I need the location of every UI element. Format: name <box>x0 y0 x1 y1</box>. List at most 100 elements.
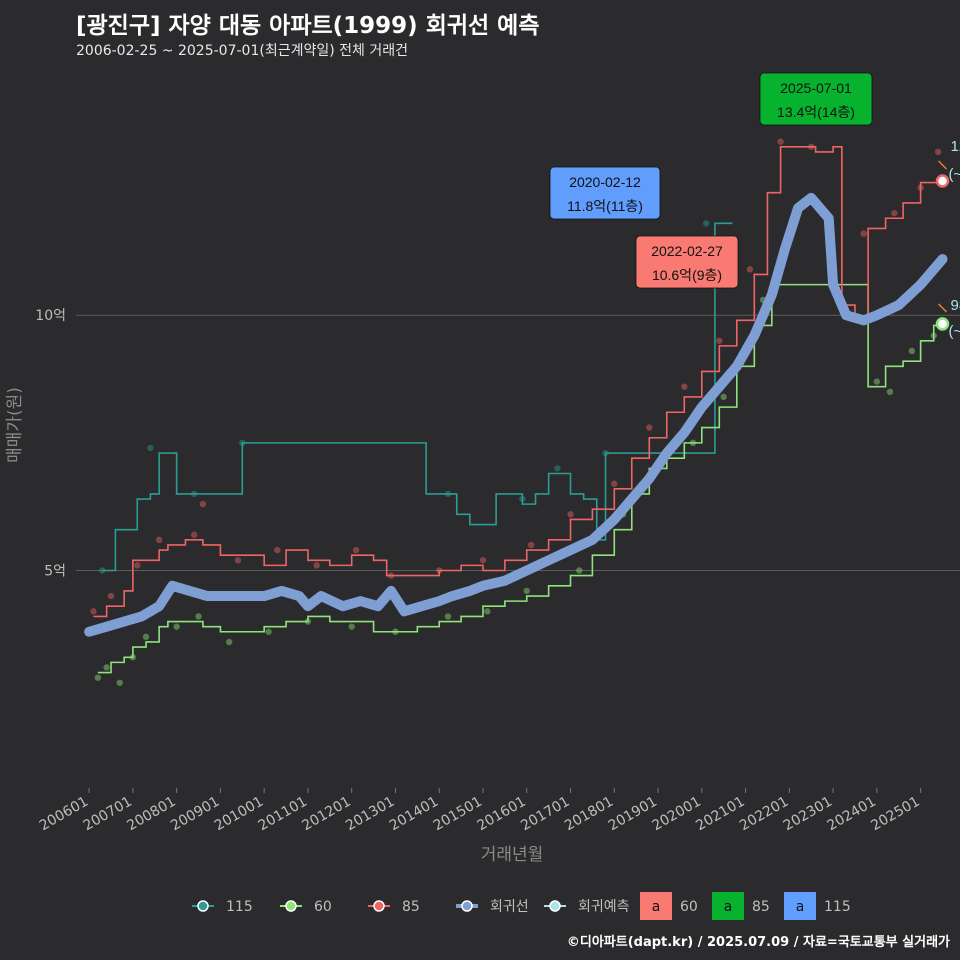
scatter-point-s60 <box>873 378 881 385</box>
legend-point-85 <box>373 900 385 912</box>
legend-label-115: 115 <box>226 899 253 915</box>
forecast-cross-mark <box>937 303 948 313</box>
x-tick-label: 201701 <box>518 794 572 835</box>
scatter-point-s85 <box>190 531 198 538</box>
x-tick-label: 202201 <box>737 794 791 835</box>
legend-label-60: 60 <box>314 899 332 915</box>
annotation-box <box>549 166 661 220</box>
scatter-point-s85 <box>234 557 242 564</box>
scatter-point-s60 <box>265 628 272 635</box>
scatter-point-s85 <box>716 337 723 344</box>
source-footer: ©디아파트(dapt.kr) / 2025.07.09 / 자료=국토교통부 실… <box>566 935 950 950</box>
x-tick-label: 202101 <box>693 794 747 835</box>
scatter-point-s60 <box>523 587 530 595</box>
forecast-cross-mark <box>937 160 948 170</box>
scatter-point-s115 <box>147 444 154 452</box>
scatter-point-s60 <box>142 633 150 641</box>
legend-box-label-85: 85 <box>752 899 770 915</box>
scatter-point-s60 <box>116 679 123 686</box>
scatter-point-s85 <box>274 546 281 554</box>
y-axis-title: 매매가(원) <box>5 387 25 463</box>
legend-box-letter: a <box>724 899 733 915</box>
legend-point-60 <box>285 900 297 912</box>
x-tick-label: 201901 <box>606 794 660 835</box>
scatter-point-s60 <box>173 623 180 630</box>
annotation-2020-02-12: 2020-02-12 11.8억(11층) <box>549 166 661 220</box>
annotation-box <box>635 235 739 289</box>
y-tick-label: 5억 <box>44 563 66 579</box>
annotation-2025-07-01: 2025-07-01 13.4억(14층) <box>759 72 873 126</box>
x-tick-label: 201601 <box>474 794 528 835</box>
annotation-box <box>759 72 873 126</box>
scatter-point-s85 <box>611 480 618 487</box>
series-line-85 <box>93 145 944 618</box>
x-tick-label: 202501 <box>868 794 922 835</box>
scatter-point-s60 <box>195 613 202 620</box>
scatter-point-s85 <box>777 138 784 145</box>
scatter-point-s60 <box>484 608 491 615</box>
legend-box-label-60: 60 <box>680 899 698 915</box>
x-tick-label: 200901 <box>168 794 222 835</box>
scatter-point-s85 <box>646 424 653 431</box>
x-tick-label: 201401 <box>387 794 441 835</box>
scatter-point-s60 <box>94 674 102 681</box>
annotation-price: 11.8억(11층) <box>567 198 643 214</box>
x-tick-label: 202401 <box>825 794 879 835</box>
scatter-point-s85 <box>134 562 141 569</box>
x-tick-label: 202301 <box>781 794 835 835</box>
scatter-point-s85 <box>107 592 115 600</box>
legend-label-회귀예측: 회귀예측 <box>578 899 630 915</box>
x-tick-label: 200701 <box>81 794 135 835</box>
x-axis-title: 거래년월 <box>481 845 544 865</box>
legend-label-85: 85 <box>402 899 420 915</box>
forecast-size-label: (~60㎡) <box>948 323 960 340</box>
scatter-point-s60 <box>576 567 583 574</box>
forecast-point-85 <box>935 174 950 188</box>
legend-box-115 <box>784 892 816 920</box>
scatter-point-s85 <box>934 148 942 156</box>
scatter-point-s60 <box>103 664 110 671</box>
scatter-point-s85 <box>567 511 574 518</box>
scatter-point-s115 <box>554 465 561 472</box>
scatter-point-s85 <box>352 546 360 554</box>
legend-point-회귀선 <box>461 900 473 912</box>
x-tick-label: 201801 <box>562 794 616 835</box>
x-tick-label: 201501 <box>431 794 485 835</box>
annotation-price: 10.6억(9층) <box>652 267 722 283</box>
regression-line <box>84 192 948 637</box>
legend-box-letter: a <box>796 899 805 915</box>
x-tick-label: 201101 <box>256 794 310 835</box>
scatter-point-s85 <box>199 500 207 508</box>
x-tick-label: 201001 <box>212 794 266 835</box>
x-tick-label: 202001 <box>650 794 704 835</box>
forecast-value-label: 98,267 <box>950 297 960 314</box>
scatter-point-s85 <box>313 562 320 569</box>
x-tick-label: 200601 <box>37 794 91 835</box>
series-line-60 <box>97 283 944 674</box>
annotation-date: 2022-02-27 <box>651 243 723 259</box>
legend-label-회귀선: 회귀선 <box>490 899 529 915</box>
scatter-point-s85 <box>681 383 688 390</box>
chart-subtitle: 2006-02-25 ~ 2025-07-01(최근계약일) 전체 거래건 <box>76 43 408 59</box>
x-tick-label: 201301 <box>343 794 397 835</box>
legend-box-85 <box>712 892 744 920</box>
legend-box-label-115: 115 <box>824 899 851 915</box>
annotation-date: 2025-07-01 <box>780 80 852 96</box>
scatter-point-s85 <box>891 209 898 217</box>
annotation-date: 2020-02-12 <box>569 174 641 190</box>
x-tick-label: 200801 <box>124 794 178 835</box>
scatter-point-s85 <box>527 541 535 549</box>
annotation-price: 13.4억(14층) <box>777 104 855 120</box>
legend-box-60 <box>640 892 672 920</box>
x-tick-label: 201201 <box>299 794 353 835</box>
scatter-point-s85 <box>479 557 487 564</box>
scatter-point-s60 <box>908 347 916 355</box>
scatter-point-s85 <box>860 230 867 237</box>
forecast-size-label: (~85㎡) <box>948 166 960 183</box>
scatter-point-s85 <box>90 608 97 615</box>
scatter-point-s60 <box>348 623 355 630</box>
legend-point-115 <box>197 900 209 912</box>
chart-title: [광진구] 자양 대동 아파트(1999) 회귀선 예측 <box>76 13 540 39</box>
scatter-point-s60 <box>225 638 233 646</box>
